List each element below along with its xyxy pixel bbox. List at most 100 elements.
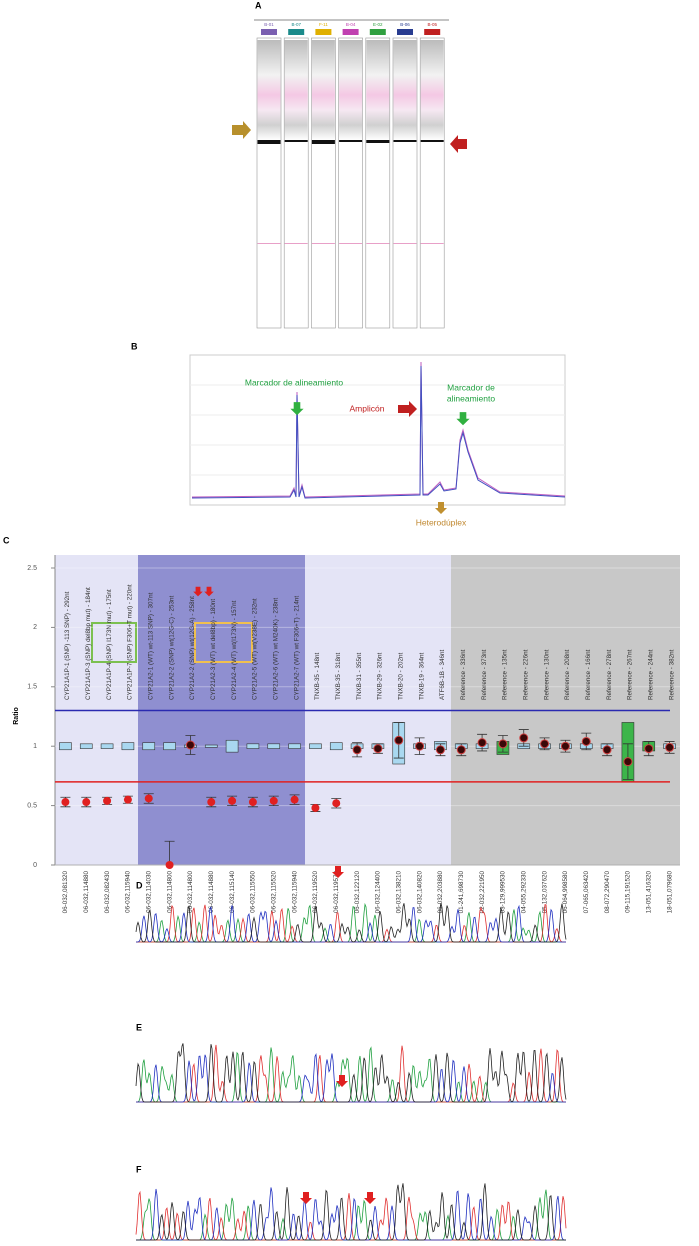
dot <box>290 795 299 804</box>
dot <box>248 798 257 807</box>
probe-label: Reference - 208nt <box>564 649 571 700</box>
dot <box>477 738 487 748</box>
probe-label: CYP21A2-2 (SNP) wt(12G-A) - 258nt <box>189 596 196 700</box>
dot <box>602 745 612 755</box>
arrow <box>290 402 304 416</box>
x-tick-label: 04-055,292330 <box>520 871 527 914</box>
probe-label: Reference - 373nt <box>481 649 488 700</box>
probe-label: CYP21A2-7 (WT) wt F306+T) - 214nt <box>293 596 300 700</box>
x-tick-label: 07-065,063420 <box>583 871 590 914</box>
box <box>267 743 281 749</box>
panel-label: F <box>136 1164 142 1174</box>
chromatogram-trace <box>136 1052 566 1103</box>
arrow <box>300 1192 312 1204</box>
band <box>420 140 444 142</box>
band <box>311 140 335 144</box>
probe-label: CYP21A1P-3 (SNP) del8bp mut) - 184nt <box>85 587 92 700</box>
probe-label: Reference - 166nt <box>585 649 592 700</box>
lane-tab <box>397 29 413 35</box>
dot <box>394 735 404 745</box>
x-tick-label: 06-032,124400 <box>375 871 382 914</box>
arrow <box>336 1075 348 1087</box>
error-bar-group <box>164 840 175 865</box>
band <box>284 140 308 142</box>
probe-label: CYP21A1P-1 (SNP) -113 SNP) - 292nt <box>64 591 71 700</box>
faint-band <box>420 243 444 244</box>
band <box>339 140 363 142</box>
y-tick-label: 1.5 <box>27 684 37 691</box>
dot <box>165 861 174 869</box>
dot <box>498 739 508 749</box>
panel-label: C <box>3 535 10 545</box>
x-tick-label: 02-032,221950 <box>479 871 486 914</box>
box <box>163 742 176 751</box>
probe-label: CYP21A2-2 (SNP) wt(12G-C) - 253nt <box>168 595 175 700</box>
x-tick-label: 06-032,140820 <box>416 871 423 914</box>
x-tick-label: 06-032,203880 <box>437 871 444 914</box>
probe-label: Reference - 336nt <box>460 649 467 700</box>
x-tick-label: 13-051,416320 <box>645 871 652 914</box>
panel-label: A <box>255 0 262 10</box>
dot <box>435 745 445 755</box>
probe-label: TNXB-35 - 318nt <box>335 653 342 700</box>
annotation: Amplicón <box>350 403 385 413</box>
faint-band <box>366 243 390 244</box>
arrow <box>193 586 203 597</box>
x-tick-label: 06-032,082430 <box>104 871 111 914</box>
y-tick-label: 0.5 <box>27 802 37 809</box>
annotation: Heterodúplex <box>416 517 467 527</box>
box <box>246 743 260 749</box>
probe-label: Reference - 135nt <box>502 649 509 700</box>
dot <box>269 796 278 805</box>
arrow <box>364 1192 376 1204</box>
x-tick-label: 18-051,079680 <box>666 871 673 914</box>
probe-label: CYP21A2-4 (WT) wt(I173N) - 157nt <box>231 600 238 700</box>
dot <box>519 733 529 743</box>
x-tick-label: 05-132,037620 <box>541 871 548 914</box>
lane-smear <box>311 40 335 140</box>
box <box>204 744 218 748</box>
lane-tab <box>342 29 359 35</box>
dot <box>560 741 570 751</box>
x-tick-label: 06-032,114030 <box>145 871 152 913</box>
dot <box>311 803 320 812</box>
annotation: alineamiento <box>447 393 495 403</box>
band <box>257 140 281 144</box>
x-tick-label: 06-032,114880 <box>83 871 90 913</box>
x-tick-label: 01-241,698730 <box>458 871 465 914</box>
dot <box>82 798 91 807</box>
lane-tab <box>261 29 277 35</box>
lane-label: B-07 <box>291 22 301 27</box>
box <box>142 742 156 751</box>
probe-label: CYP21A2-5 (WT) wt(V238E) - 232nt <box>252 598 259 700</box>
probe-label: Reference - 226nt <box>522 649 529 700</box>
probe-label: CYP21A2-6 (WT) wt M240K) - 238nt <box>272 598 279 700</box>
trace <box>191 365 566 499</box>
dot <box>144 794 153 803</box>
dot <box>623 757 633 767</box>
annotation: Marcador de <box>447 382 495 392</box>
panel-label: E <box>136 1022 142 1032</box>
y-axis-label: Ratio <box>13 707 20 725</box>
lane-label: E-02 <box>373 22 383 27</box>
probe-label: Reference - 382nt <box>668 649 675 700</box>
arrow <box>332 866 344 878</box>
box <box>79 743 93 749</box>
dot <box>415 741 425 751</box>
faint-band <box>257 243 281 244</box>
x-tick-label: 06-032,119570 <box>333 871 340 913</box>
panel-label: D <box>136 880 143 890</box>
dot <box>207 798 216 807</box>
probe-label: CYP21A1P-4 (SNP) I173N mut) - 175nt <box>106 589 113 700</box>
arrow <box>398 401 417 417</box>
band <box>366 140 390 143</box>
box <box>225 739 239 753</box>
lane-label: B-04 <box>346 22 356 27</box>
arrow <box>232 121 251 139</box>
box <box>309 743 322 749</box>
x-tick-label: 06-032,115550 <box>250 871 257 913</box>
probe-label: TNXB-35 - 148nt <box>314 653 321 700</box>
faint-band <box>393 243 417 244</box>
x-tick-label: 06-064,998580 <box>562 871 569 914</box>
